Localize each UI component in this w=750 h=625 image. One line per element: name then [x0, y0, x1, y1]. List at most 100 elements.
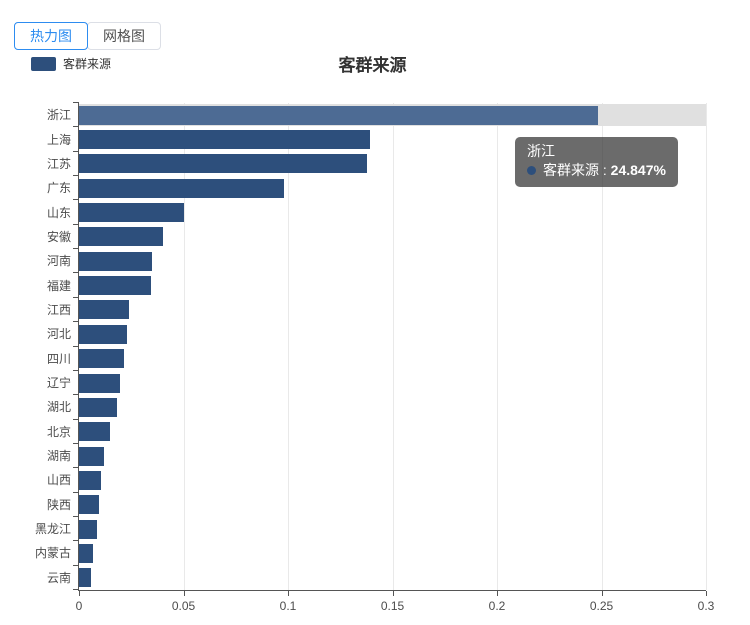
gridline: [392, 103, 394, 590]
y-axis-label: 黑龙江: [34, 522, 71, 537]
plot-area: 浙江 上海 江苏 广东 山东 安徽 河南 福建 江西 河北 四川 辽宁 湖北 北京 湖南 山西 陕西 黑龙江 内蒙古…: [35, 102, 714, 613]
bar-row: 湖南: [47, 444, 706, 468]
bar-山西[interactable]: [79, 470, 101, 490]
gridline: [183, 103, 185, 590]
bar-福建[interactable]: [79, 276, 151, 296]
x-axis-tick: [183, 591, 185, 596]
y-axis-label: 广东: [46, 181, 71, 196]
tooltip-category: 浙江: [527, 143, 555, 159]
bar-云南[interactable]: [79, 568, 91, 588]
tab-heatmap[interactable]: 热力图: [14, 22, 88, 50]
y-axis-label: 安徽: [46, 229, 71, 244]
bar-row: 河南: [47, 249, 706, 273]
y-axis-tick: [73, 150, 79, 152]
bar-row: 江苏: [47, 152, 706, 176]
bar-辽宁[interactable]: [79, 373, 121, 393]
y-axis-tick: [73, 223, 79, 225]
bar-江苏[interactable]: [79, 154, 368, 174]
bar-湖南[interactable]: [79, 446, 104, 466]
y-axis-label: 湖南: [46, 449, 71, 464]
x-axis-tick-label: 0.2: [488, 599, 506, 613]
y-axis-label: 河北: [46, 327, 71, 342]
bar-四川[interactable]: [79, 349, 124, 369]
bar-row: 山东: [47, 200, 706, 224]
y-axis-tick: [73, 102, 79, 103]
bar-陕西[interactable]: [79, 495, 99, 515]
legend-swatch-icon: [31, 56, 56, 71]
y-axis-tick: [73, 515, 79, 517]
x-axis-tick: [601, 591, 603, 596]
bar-row: 江西: [47, 298, 706, 322]
tab-gridmap[interactable]: 网格图: [87, 22, 161, 50]
bar-row: 山西: [47, 468, 706, 492]
bar-广东[interactable]: [79, 178, 284, 198]
x-axis-tick: [79, 591, 80, 596]
y-axis-tick: [73, 296, 79, 298]
x-axis-tick-label: 0: [75, 599, 83, 613]
bar-浙江[interactable]: [79, 105, 599, 125]
bar-黑龙江[interactable]: [79, 519, 97, 539]
bar-湖北[interactable]: [79, 397, 117, 417]
tooltip-separator: :: [599, 162, 611, 178]
y-axis-label: 北京: [46, 424, 71, 439]
y-axis-label: 江西: [46, 302, 71, 317]
bar-河北[interactable]: [79, 324, 128, 344]
y-axis-tick: [73, 345, 79, 347]
bar-山东[interactable]: [79, 203, 184, 223]
bar-row: 云南: [47, 566, 706, 590]
y-axis-label: 辽宁: [46, 376, 71, 391]
y-axis-tick: [73, 442, 79, 444]
bar-row: 辽宁: [47, 371, 706, 395]
y-axis-label: 湖北: [46, 400, 71, 415]
bar-北京[interactable]: [79, 422, 111, 442]
bar-安徽[interactable]: [79, 227, 163, 247]
bar-row: 广东: [47, 176, 706, 200]
y-axis-tick: [73, 418, 79, 420]
bar-row: 黑龙江: [35, 517, 706, 541]
x-axis-tick-label: 0.3: [697, 599, 715, 613]
bar-上海[interactable]: [79, 130, 370, 150]
bar-row: 河北: [47, 322, 706, 346]
bar-row: 陕西: [47, 493, 706, 517]
x-axis-tick: [392, 591, 394, 596]
tooltip: 浙江 客群来源 : 24.847%: [515, 137, 678, 187]
y-axis-tick: [73, 248, 79, 250]
y-axis-tick: [73, 491, 79, 493]
y-axis-tick: [73, 394, 79, 396]
chart-title: 客群来源: [338, 56, 407, 75]
y-axis-label: 山西: [46, 473, 71, 488]
view-toggle: 热力图 网格图: [14, 22, 161, 50]
y-axis-label: 山东: [46, 205, 71, 220]
tooltip-series-row: 客群来源 : 24.847%: [527, 161, 666, 180]
bar-row: 福建: [47, 273, 706, 297]
x-axis-tick-label: 0.15: [380, 599, 405, 613]
y-axis-tick: [73, 272, 79, 274]
y-axis-label: 上海: [46, 132, 71, 147]
bar-河南[interactable]: [79, 251, 152, 271]
bar-row: 内蒙古: [35, 541, 706, 565]
bar-row: 浙江: [47, 103, 706, 127]
y-axis-tick: [73, 175, 79, 177]
y-axis-label: 内蒙古: [34, 546, 71, 561]
gridline: [288, 103, 289, 590]
y-axis-label: 陕西: [46, 497, 71, 512]
y-axis-label: 云南: [46, 570, 71, 585]
bar-row: 安徽: [47, 225, 706, 249]
legend-label: 客群来源: [63, 57, 112, 71]
tooltip-series-label: 客群来源: [543, 162, 599, 178]
x-axis-tick: [497, 591, 498, 596]
tooltip-series-dot-icon: [527, 166, 536, 175]
bar-内蒙古[interactable]: [79, 543, 93, 563]
tooltip-value: 24.847%: [610, 162, 666, 178]
bar-row: 四川: [47, 347, 706, 371]
legend-item[interactable]: 客群来源: [31, 55, 111, 72]
x-axis-tick: [288, 591, 289, 596]
y-axis-tick: [73, 467, 79, 469]
bar-row: 湖北: [47, 395, 706, 419]
y-axis-tick: [73, 369, 79, 371]
bar-江西[interactable]: [79, 300, 130, 320]
y-axis-tick: [73, 589, 79, 590]
y-axis-label: 江苏: [46, 156, 71, 171]
y-axis-tick: [73, 321, 79, 323]
